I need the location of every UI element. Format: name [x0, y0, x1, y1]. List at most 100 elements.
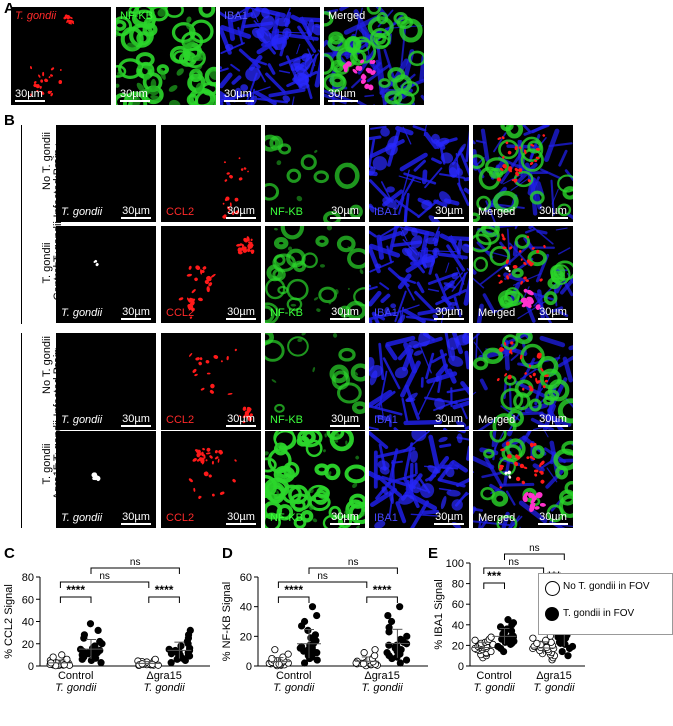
cell-ring [338, 347, 356, 362]
data-point [371, 646, 379, 654]
fluorescence-spot [369, 166, 376, 176]
fluorescence-spot [183, 40, 192, 50]
fluorescence-spot [510, 350, 513, 355]
fluorescence-spot [510, 341, 514, 345]
fluorescence-spot [427, 465, 439, 474]
process-streak [379, 396, 384, 416]
y-tick-label: 40 [452, 620, 464, 632]
fluorescence-spot [387, 135, 399, 148]
process-streak [383, 48, 396, 83]
process-streak [460, 404, 468, 420]
fluorescence-spot [535, 147, 541, 151]
fluorescence-spot [201, 451, 204, 457]
fluorescence-spot [534, 473, 538, 477]
scale-bar-label: 30µm [331, 413, 359, 425]
fluorescence-spot [504, 266, 508, 269]
fluorescence-spot [222, 215, 227, 219]
fluorescence-spot [116, 29, 120, 38]
process-streak [438, 487, 452, 492]
fluorescence-spot [310, 505, 315, 509]
cell-ring [274, 403, 285, 413]
fluorescence-spot [534, 506, 540, 510]
fluorescence-spot [239, 243, 245, 247]
cell-ring [473, 154, 485, 169]
fluorescence-spot [192, 458, 197, 462]
fluorescence-spot [543, 244, 546, 248]
fluorescence-spot [271, 34, 288, 51]
cell-ring [351, 401, 365, 415]
scale-bar-label: 30µm [435, 511, 463, 523]
process-streak [416, 281, 425, 294]
process-streak [405, 479, 410, 491]
cell-ring [265, 134, 280, 152]
panel-b-tile-r4-btg: T. gondii 30µm [56, 431, 156, 528]
cell-ring [286, 168, 302, 183]
x-category-sublabel: T. gondii [273, 682, 315, 694]
fluorescence-spot [159, 68, 166, 80]
fluorescence-spot [533, 159, 538, 162]
fluorescence-spot [222, 202, 225, 205]
fluorescence-spot [347, 246, 352, 250]
fluorescence-spot [529, 503, 536, 508]
process-streak [379, 230, 403, 242]
process-streak [369, 135, 382, 141]
cell-ring [324, 463, 341, 481]
process-streak [538, 412, 572, 427]
data-point [384, 611, 392, 620]
fluorescence-spot [226, 356, 229, 361]
process-streak [460, 153, 469, 177]
fluorescence-spot [287, 246, 293, 251]
fluorescence-spot [352, 68, 358, 74]
fluorescence-spot [523, 261, 527, 266]
fluorescence-spot [513, 178, 518, 183]
scale-bar-line [538, 318, 568, 320]
process-streak [374, 390, 396, 408]
fluorescence-spot [379, 466, 390, 475]
cell-ring [553, 260, 573, 281]
cell-ring [502, 334, 519, 351]
channel-label: IBA1 [374, 206, 398, 218]
sig-bracket-control-label: *** [487, 569, 501, 583]
fluorescence-spot [527, 179, 531, 183]
fluorescence-spot [237, 250, 243, 255]
scale-bar: 30µm [330, 413, 360, 427]
fluorescence-spot [369, 60, 373, 64]
cell-ring [482, 347, 504, 364]
process-streak [380, 293, 391, 303]
channel-label: NF-KB [270, 512, 303, 524]
data-point [507, 633, 515, 641]
cell-ring [301, 431, 316, 444]
process-streak [369, 290, 382, 307]
process-streak [558, 425, 565, 430]
cell-ring [350, 363, 365, 382]
process-streak [278, 70, 291, 74]
scale-bar: 30µm [121, 306, 151, 320]
process-streak [551, 306, 564, 313]
cell-ring [324, 73, 347, 93]
fluorescence-spot [205, 452, 211, 455]
fluorescence-spot [508, 475, 512, 479]
fluorescence-spot [39, 85, 42, 89]
cell-ring [265, 278, 286, 300]
cell-ring [280, 226, 305, 240]
process-streak [356, 100, 368, 105]
fluorescence-spot [524, 372, 527, 375]
fluorescence-spot [520, 280, 523, 285]
process-streak [480, 263, 507, 285]
fluorescence-spot [531, 457, 536, 460]
process-streak [413, 159, 426, 172]
y-tick-label: 40 [22, 617, 34, 629]
channel-label: IBA1 [224, 10, 248, 22]
process-streak [387, 267, 410, 288]
fluorescence-spot [186, 16, 192, 24]
cell-ring [337, 382, 362, 404]
data-point [94, 626, 102, 635]
process-streak [451, 460, 468, 473]
process-streak [539, 335, 566, 348]
scale-bar: 30µm [330, 205, 360, 219]
scale-bar-line [121, 425, 151, 427]
fluorescence-spot [505, 141, 509, 145]
process-streak [379, 226, 400, 238]
fluorescence-spot [528, 261, 532, 266]
process-streak [394, 290, 407, 323]
